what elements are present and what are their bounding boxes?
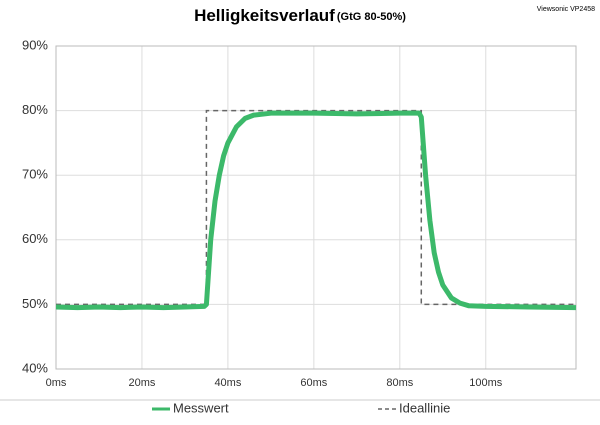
series-line xyxy=(56,109,576,306)
plot-border xyxy=(55,45,577,370)
series-line xyxy=(55,110,577,311)
y-tick-label: 50% xyxy=(22,296,48,311)
chart-title-group: Helligkeitsverlauf (GtG 80-50%) xyxy=(194,6,406,25)
y-tick-label: 60% xyxy=(22,231,48,246)
x-tick-label: 60ms xyxy=(300,377,327,389)
y-tick-label: 90% xyxy=(22,37,48,52)
x-tick-label: 20ms xyxy=(128,377,155,389)
x-tick-label: 100ms xyxy=(469,377,503,389)
x-tick-label: 80ms xyxy=(386,377,413,389)
legend-label: Messwert xyxy=(173,400,229,415)
y-tick-label: 40% xyxy=(22,360,48,375)
y-tick-label: 80% xyxy=(22,102,48,117)
x-tick-label: 0ms xyxy=(46,377,67,389)
chart-subtitle: (GtG 80-50%) xyxy=(337,11,406,23)
chart-title: Helligkeitsverlauf xyxy=(194,6,335,25)
legend-label: Ideallinie xyxy=(399,400,450,415)
y-tick-label: 70% xyxy=(22,167,48,182)
x-tick-label: 40ms xyxy=(214,377,241,389)
annotation: Viewsonic VP2458 xyxy=(537,6,595,13)
